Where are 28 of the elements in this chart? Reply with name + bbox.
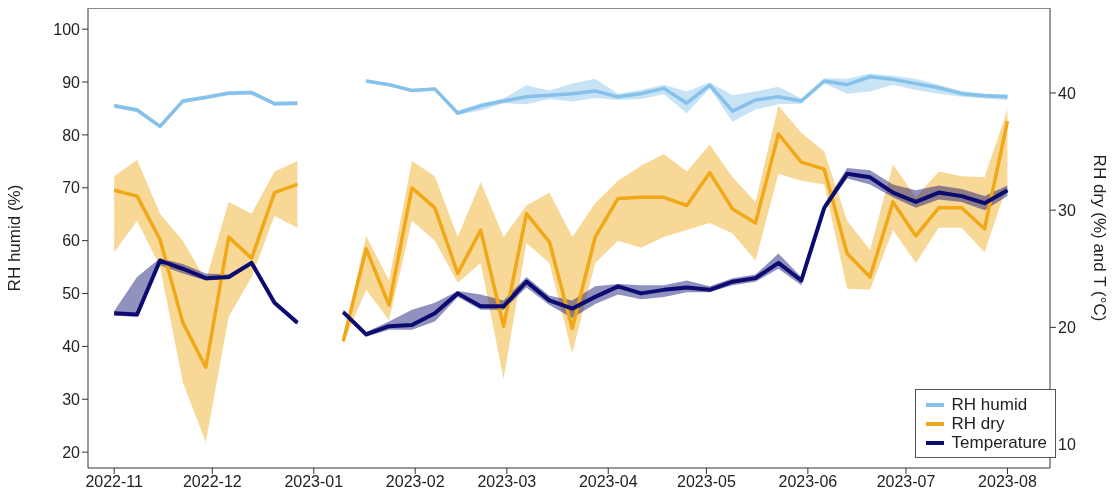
y-tick-label: 70 [62,179,81,197]
legend-label: RH humid [951,395,1028,414]
x-tick-label: 2023-08 [978,473,1037,491]
x-tick-label: 2023-03 [477,473,537,491]
y-tick-label: 90 [62,73,81,91]
legend-label: RH dry [951,414,1005,433]
y-tick-label: 100 [53,20,81,38]
legend-label: Temperature [951,433,1047,452]
y-tick-label: 20 [62,443,81,461]
x-tick-label: 2023-07 [876,473,936,491]
x-tick-label: 2023-04 [578,473,638,491]
x-tick-label: 2023-06 [778,473,838,491]
y-tick-label: 80 [62,126,81,144]
y2-tick-label: 30 [1058,201,1076,219]
x-tick-label: 2023-01 [284,473,344,491]
y-tick-label: 40 [62,338,81,356]
y2-tick-label: 40 [1058,84,1076,102]
x-tick-label: 2022-11 [85,473,144,491]
y2-tick-label: 20 [1058,319,1076,337]
x-tick-label: 2023-02 [385,473,445,491]
y-tick-label: 50 [62,285,81,303]
y-tick-label: 60 [62,232,81,250]
y-axis-title: RH humid (%) [5,184,25,292]
y-tick-label: 30 [62,390,81,408]
x-tick-label: 2022-12 [182,473,242,491]
y2-axis-title: RH dry (%) and T (°C) [1089,154,1109,322]
y2-tick-label: 10 [1058,436,1076,454]
x-tick-label: 2023-05 [677,473,736,491]
